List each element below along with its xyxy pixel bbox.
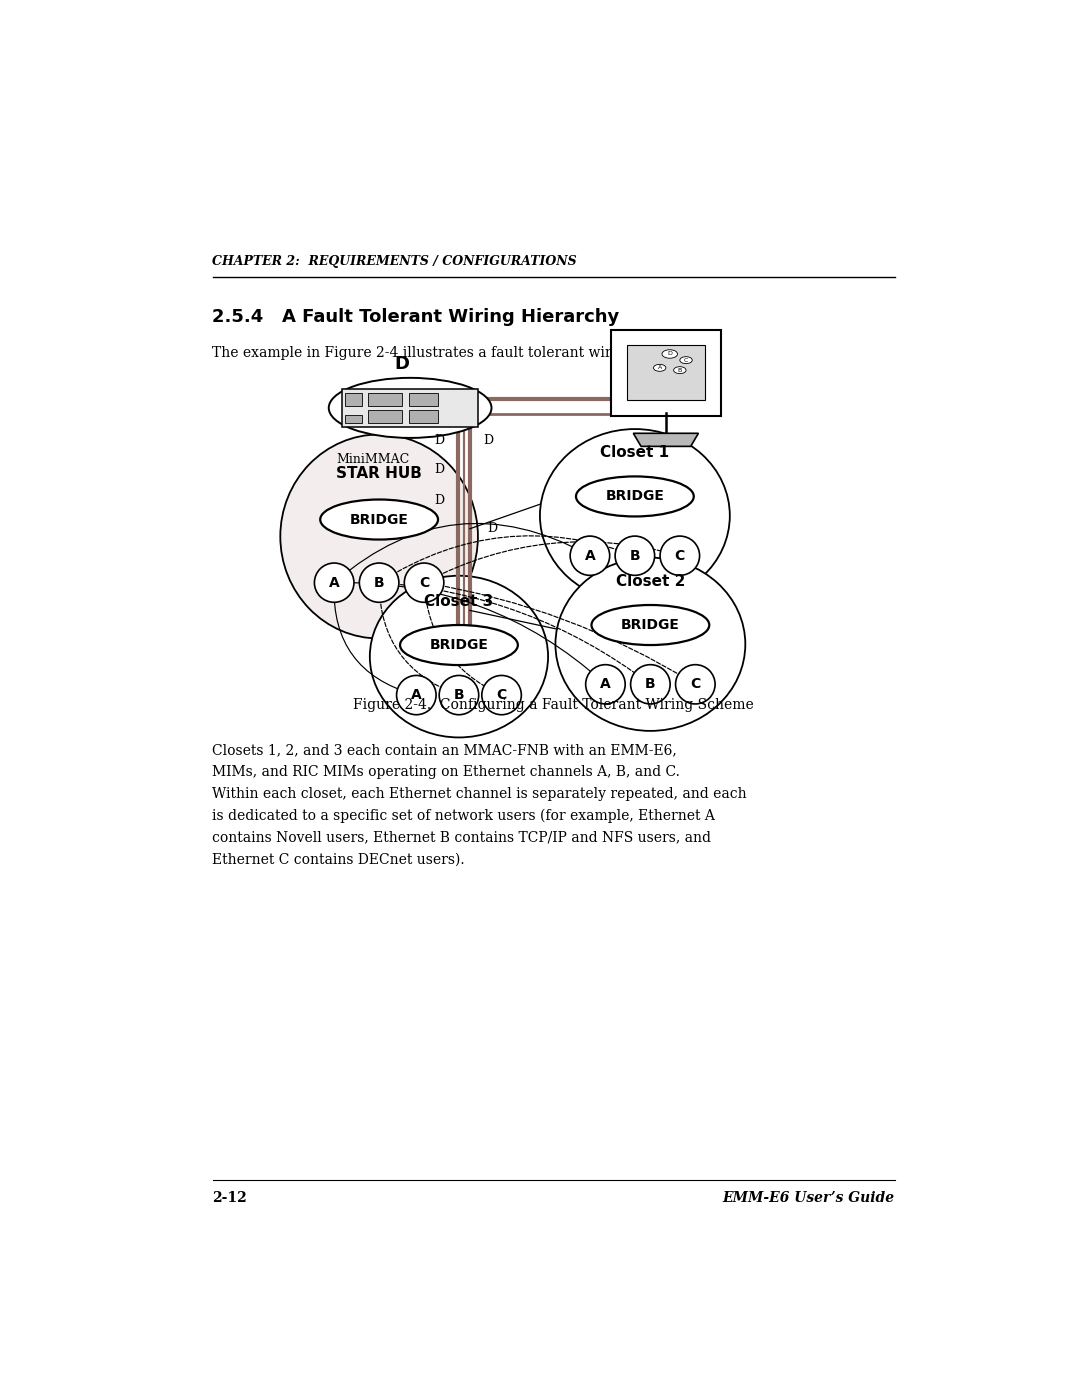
FancyBboxPatch shape xyxy=(342,388,478,427)
Text: MIMs, and RIC MIMs operating on Ethernet channels A, B, and C.: MIMs, and RIC MIMs operating on Ethernet… xyxy=(213,764,680,778)
Ellipse shape xyxy=(662,349,677,358)
Text: A: A xyxy=(411,689,421,703)
Text: A: A xyxy=(584,549,595,563)
Text: B: B xyxy=(454,689,464,703)
Polygon shape xyxy=(633,433,699,447)
Circle shape xyxy=(570,536,610,576)
Ellipse shape xyxy=(679,356,692,363)
Ellipse shape xyxy=(400,624,517,665)
Text: EMM-E6 User’s Guide: EMM-E6 User’s Guide xyxy=(723,1192,894,1206)
FancyBboxPatch shape xyxy=(345,415,362,422)
Text: D: D xyxy=(395,355,410,373)
Circle shape xyxy=(631,665,670,704)
FancyBboxPatch shape xyxy=(627,345,704,400)
Text: Within each closet, each Ethernet channel is separately repeated, and each: Within each closet, each Ethernet channe… xyxy=(213,787,747,800)
Ellipse shape xyxy=(576,476,693,517)
Text: Closet 3: Closet 3 xyxy=(424,594,494,609)
Text: D: D xyxy=(434,462,444,476)
Ellipse shape xyxy=(328,377,491,437)
Text: B: B xyxy=(630,549,640,563)
Ellipse shape xyxy=(555,557,745,731)
Text: 2.5.4   A Fault Tolerant Wiring Hierarchy: 2.5.4 A Fault Tolerant Wiring Hierarchy xyxy=(213,307,620,326)
FancyBboxPatch shape xyxy=(345,393,362,405)
Ellipse shape xyxy=(281,434,478,638)
Text: BRIDGE: BRIDGE xyxy=(430,638,488,652)
Ellipse shape xyxy=(653,365,666,372)
Text: CHAPTER 2:  REQUIREMENTS / CONFIGURATIONS: CHAPTER 2: REQUIREMENTS / CONFIGURATIONS xyxy=(213,254,577,268)
Text: Ethernet C contains DECnet users).: Ethernet C contains DECnet users). xyxy=(213,852,465,866)
Text: contains Novell users, Ethernet B contains TCP/IP and NFS users, and: contains Novell users, Ethernet B contai… xyxy=(213,831,712,845)
Text: BRIDGE: BRIDGE xyxy=(606,489,664,503)
Text: A: A xyxy=(658,366,662,370)
Ellipse shape xyxy=(369,576,548,738)
Text: D: D xyxy=(484,434,494,447)
Text: Closet 1: Closet 1 xyxy=(600,446,670,460)
Circle shape xyxy=(482,676,522,715)
Circle shape xyxy=(404,563,444,602)
Text: BRIDGE: BRIDGE xyxy=(621,617,679,631)
FancyBboxPatch shape xyxy=(408,411,438,422)
Ellipse shape xyxy=(321,500,438,539)
Text: MiniMMAC: MiniMMAC xyxy=(337,453,409,465)
Text: B: B xyxy=(678,367,681,373)
Text: C: C xyxy=(419,576,429,590)
Circle shape xyxy=(314,563,354,602)
Text: C: C xyxy=(690,678,701,692)
Text: STAR HUB: STAR HUB xyxy=(336,465,422,481)
Ellipse shape xyxy=(592,605,710,645)
Text: 2-12: 2-12 xyxy=(213,1192,247,1206)
Text: Figure 2-4.  Configuring a Fault Tolerant Wiring Scheme: Figure 2-4. Configuring a Fault Tolerant… xyxy=(353,698,754,712)
FancyBboxPatch shape xyxy=(408,393,438,405)
Circle shape xyxy=(360,563,399,602)
Text: A: A xyxy=(328,576,339,590)
Text: Closet 2: Closet 2 xyxy=(616,574,685,588)
Text: D: D xyxy=(667,352,672,356)
Text: C: C xyxy=(675,549,685,563)
Text: is dedicated to a specific set of network users (for example, Ethernet A: is dedicated to a specific set of networ… xyxy=(213,809,715,823)
Text: C: C xyxy=(684,358,688,363)
Ellipse shape xyxy=(674,366,686,373)
Text: D: D xyxy=(487,522,497,535)
Circle shape xyxy=(396,676,436,715)
Text: A: A xyxy=(600,678,611,692)
Text: The example in Figure 2-4 illustrates a fault tolerant wiring hierarchy.: The example in Figure 2-4 illustrates a … xyxy=(213,346,710,360)
FancyBboxPatch shape xyxy=(368,393,403,405)
Ellipse shape xyxy=(540,429,730,602)
Text: Closets 1, 2, and 3 each contain an MMAC-FNB with an EMM-E6,: Closets 1, 2, and 3 each contain an MMAC… xyxy=(213,743,677,757)
Circle shape xyxy=(585,665,625,704)
Circle shape xyxy=(616,536,654,576)
Text: D: D xyxy=(434,434,444,447)
Text: C: C xyxy=(497,689,507,703)
Circle shape xyxy=(676,665,715,704)
FancyBboxPatch shape xyxy=(368,411,403,422)
Text: B: B xyxy=(374,576,384,590)
FancyBboxPatch shape xyxy=(611,330,720,415)
Circle shape xyxy=(440,676,478,715)
Circle shape xyxy=(660,536,700,576)
Text: BRIDGE: BRIDGE xyxy=(350,513,408,527)
Text: D: D xyxy=(434,493,444,507)
Text: B: B xyxy=(645,678,656,692)
